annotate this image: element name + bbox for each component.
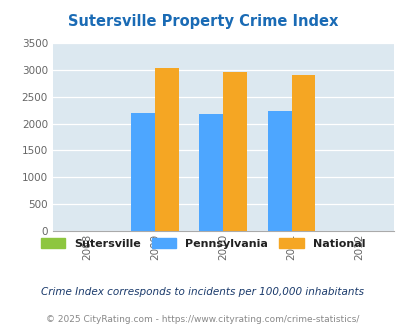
Text: Crime Index corresponds to incidents per 100,000 inhabitants: Crime Index corresponds to incidents per… xyxy=(41,287,364,297)
Legend: Sutersville, Pennsylvania, National: Sutersville, Pennsylvania, National xyxy=(36,234,369,253)
Bar xyxy=(223,72,247,231)
Text: Sutersville Property Crime Index: Sutersville Property Crime Index xyxy=(68,14,337,29)
Bar xyxy=(267,111,291,231)
Bar xyxy=(131,113,155,231)
Bar xyxy=(155,68,179,231)
Bar xyxy=(291,75,315,231)
Bar xyxy=(199,114,223,231)
Text: © 2025 CityRating.com - https://www.cityrating.com/crime-statistics/: © 2025 CityRating.com - https://www.city… xyxy=(46,314,359,324)
